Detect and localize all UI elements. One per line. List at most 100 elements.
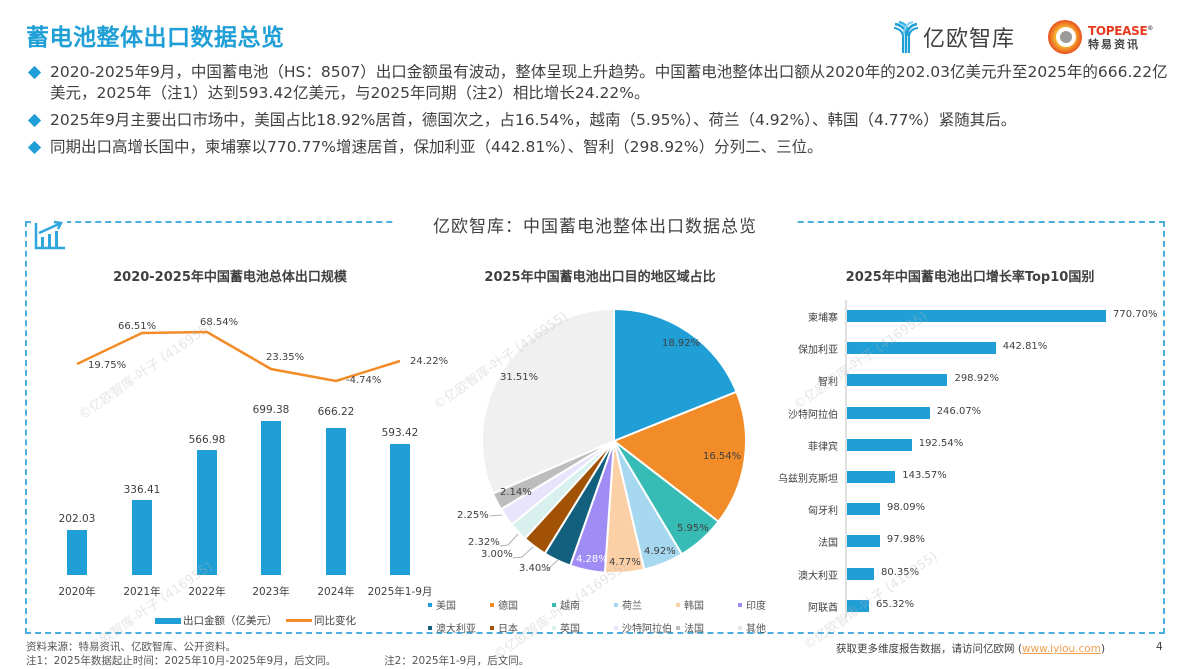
- legend-swatch: [738, 602, 742, 607]
- legend-swatch: [490, 625, 494, 630]
- legend-swatch: [490, 602, 494, 607]
- yiou-logo-text: 亿欧智库: [923, 27, 1016, 52]
- pie-legend-item: 印度: [738, 597, 778, 612]
- pie-legend-item: 荷兰: [614, 597, 676, 612]
- legend-item-yoy: 同比变化: [286, 613, 356, 628]
- hbar-category-label: 法国: [818, 538, 838, 550]
- summary-bullets: 2020-2025年9月，中国蓄电池（HS：8507）出口金额虽有波动，整体呈现…: [27, 62, 1178, 164]
- pie-chart-title: 2025年中国蓄电池出口目的地区域占比: [484, 270, 716, 285]
- pie-label: 31.51%: [500, 372, 539, 383]
- line-value-label: 24.22%: [410, 356, 449, 367]
- pie-label: 2.25%: [457, 510, 489, 521]
- hbar-bar: [847, 438, 912, 451]
- hbar-value-label: 298.92%: [954, 373, 999, 385]
- bar-2022: [197, 450, 217, 575]
- hbar-value-label: 97.98%: [886, 534, 926, 546]
- diamond-bullet-icon: [27, 140, 42, 155]
- hbar-category-label: 保加利亚: [798, 345, 838, 357]
- hbar-bar: [847, 471, 896, 483]
- footer-more: 获取更多维度报告数据，请访问亿欧网 (www.iyiou.com): [836, 643, 1106, 655]
- legend-item-amount: 出口金额（亿美元）: [155, 613, 278, 628]
- topease-logo-cn: 特易资讯: [1088, 37, 1140, 51]
- hbar-bar: [847, 374, 948, 387]
- bar-value-label: 202.03: [58, 513, 96, 525]
- diamond-bullet-icon: [27, 113, 42, 128]
- pie-legend-item: 韩国: [676, 597, 738, 612]
- hbar-chart-title: 2025年中国蓄电池出口增长率Top10国别: [845, 270, 1095, 285]
- line-value-label: 68.54%: [200, 317, 239, 328]
- bar-2020: [67, 530, 87, 575]
- x-axis-label: 2022年: [188, 586, 226, 598]
- topease-logo-en: TOPEASE®: [1088, 23, 1154, 38]
- legend-bar-swatch: [155, 617, 181, 624]
- legend-swatch: [676, 625, 680, 630]
- pie-legend-item: 英国: [552, 620, 614, 635]
- bar-value-label: 336.41: [123, 484, 161, 496]
- pie-label: 18.92%: [662, 338, 701, 349]
- hbar-category-label: 沙特阿拉伯: [788, 409, 838, 421]
- bar-value-label: 566.98: [188, 434, 226, 446]
- legend-swatch: [614, 625, 618, 630]
- pie-slice-其他: [481, 307, 615, 495]
- hbar-value-label: 246.07%: [936, 405, 982, 417]
- hbar-value-label: 143.57%: [902, 470, 947, 481]
- hbar-category-label: 匈牙利: [808, 506, 838, 518]
- x-axis-label: 2025年1-9月: [367, 586, 433, 598]
- pie-label: 4.92%: [644, 546, 676, 557]
- yoy-line: [76, 330, 401, 383]
- destination-pie-chart: [481, 307, 747, 574]
- pie-legend-item: 越南: [552, 597, 614, 612]
- topease-logo-icon: [1048, 20, 1082, 54]
- hbar-bar: [847, 310, 1106, 322]
- pie-legend-item: 美国: [428, 597, 490, 612]
- pie-legend-item: 沙特阿拉伯: [614, 620, 676, 635]
- page-title: 蓄电池整体出口数据总览: [26, 25, 285, 51]
- hbar-category-label: 柬埔寨: [808, 313, 838, 324]
- hbar-value-label: 98.09%: [886, 502, 926, 514]
- source-note: 资料来源：特易资讯、亿欧智库、公开资料。: [26, 641, 236, 653]
- hbar-bar: [847, 567, 874, 580]
- pie-legend-item: 澳大利亚: [428, 620, 490, 635]
- line-value-label: -4.74%: [346, 375, 382, 386]
- pie-slice-德国: [612, 390, 747, 524]
- hbar-bar: [847, 342, 996, 355]
- x-axis-label: 2020年: [58, 586, 96, 598]
- legend-swatch: [428, 602, 432, 607]
- pie-label: 5.95%: [677, 523, 709, 534]
- hbar-category-label: 智利: [818, 377, 838, 389]
- hbar-bar: [847, 599, 869, 612]
- bar-2024: [326, 428, 346, 575]
- iyiou-link[interactable]: www.iyiou.com: [1021, 643, 1101, 655]
- hbar-axis: [845, 300, 847, 618]
- pie-legend-item: 德国: [490, 597, 552, 612]
- pie-leader-lines: [489, 514, 559, 571]
- bar-value-label: 699.38: [252, 404, 290, 416]
- yiou-logo: 亿欧智库: [893, 18, 1015, 56]
- bar-value-label: 593.42: [381, 427, 419, 439]
- diamond-bullet-icon: [27, 65, 42, 80]
- hbar-category-label: 菲律宾: [808, 441, 838, 453]
- pie-legend-item: 日本: [490, 620, 552, 635]
- pie-label: 3.40%: [519, 563, 551, 574]
- pie-label: 16.54%: [703, 451, 742, 462]
- bullet-item: 2025年9月主要出口市场中，美国占比18.92%居首，德国次之，占16.54%…: [27, 110, 1178, 131]
- bar-2021: [132, 500, 152, 575]
- legend-swatch: [614, 602, 618, 607]
- hbar-bar: [847, 535, 880, 548]
- topease-logo: TOPEASE® 特易资讯: [1047, 18, 1153, 56]
- pie-label: 2.14%: [500, 487, 532, 498]
- x-axis-label: 2023年: [252, 586, 290, 598]
- yiou-logo-icon: [893, 20, 919, 53]
- bar-2023: [261, 421, 281, 575]
- export-scale-chart: [67, 330, 410, 575]
- pie-label: 4.28%: [576, 554, 608, 565]
- pie-slice-美国: [613, 307, 738, 443]
- hbar-value-label: 65.32%: [875, 598, 915, 610]
- pie-legend-item: 其他: [738, 620, 778, 635]
- bar-chart-title: 2020-2025年中国蓄电池总体出口规模: [113, 270, 347, 285]
- chart-growth-icon: [33, 219, 67, 251]
- hbar-bar: [847, 503, 880, 516]
- legend-swatch: [552, 625, 556, 630]
- pie-label: 2.32%: [468, 537, 500, 548]
- legend-swatch: [738, 625, 742, 630]
